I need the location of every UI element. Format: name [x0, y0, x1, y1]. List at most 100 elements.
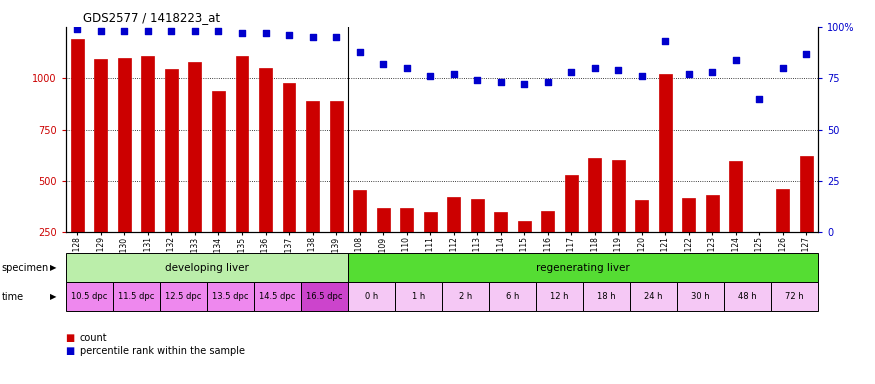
Text: 0 h: 0 h: [365, 292, 378, 301]
Point: [376, 61, 390, 67]
Bar: [330, 101, 342, 284]
Text: ▶: ▶: [50, 263, 56, 272]
Bar: [730, 161, 742, 284]
Bar: [752, 237, 766, 284]
Text: count: count: [80, 333, 108, 343]
Point: [729, 57, 743, 63]
Bar: [706, 195, 718, 284]
Bar: [66, 282, 113, 311]
Point: [258, 30, 272, 36]
Bar: [206, 282, 254, 311]
Point: [400, 65, 414, 71]
Bar: [66, 253, 348, 282]
Point: [470, 77, 484, 83]
Point: [800, 51, 814, 57]
Text: 12 h: 12 h: [550, 292, 569, 301]
Bar: [165, 69, 178, 284]
Bar: [588, 158, 601, 284]
Point: [493, 79, 507, 85]
Text: 1 h: 1 h: [412, 292, 425, 301]
Text: ■: ■: [66, 346, 75, 356]
Point: [517, 81, 531, 88]
Bar: [447, 197, 460, 284]
Text: percentile rank within the sample: percentile rank within the sample: [80, 346, 245, 356]
Text: ▶: ▶: [50, 292, 56, 301]
Bar: [301, 282, 348, 311]
Text: 11.5 dpc: 11.5 dpc: [118, 292, 154, 301]
Bar: [771, 282, 818, 311]
Text: time: time: [2, 291, 24, 302]
Bar: [142, 56, 154, 284]
Bar: [400, 208, 413, 284]
Point: [541, 79, 555, 85]
Point: [564, 69, 578, 75]
Text: 10.5 dpc: 10.5 dpc: [71, 292, 108, 301]
Bar: [489, 282, 536, 311]
Bar: [395, 282, 442, 311]
Bar: [254, 282, 301, 311]
Text: 30 h: 30 h: [691, 292, 710, 301]
Text: specimen: specimen: [2, 263, 49, 273]
Bar: [442, 282, 489, 311]
Point: [188, 28, 202, 34]
Bar: [659, 74, 672, 284]
Text: 2 h: 2 h: [458, 292, 472, 301]
Text: developing liver: developing liver: [164, 263, 248, 273]
Point: [776, 65, 790, 71]
Point: [329, 34, 343, 40]
Bar: [677, 282, 724, 311]
Bar: [518, 221, 530, 284]
Bar: [160, 282, 206, 311]
Bar: [113, 282, 160, 311]
Point: [588, 65, 602, 71]
Point: [117, 28, 131, 34]
Text: 6 h: 6 h: [506, 292, 519, 301]
Point: [94, 28, 108, 34]
Bar: [283, 83, 296, 284]
Bar: [306, 101, 319, 284]
Bar: [682, 199, 696, 284]
Text: 14.5 dpc: 14.5 dpc: [259, 292, 296, 301]
Text: 13.5 dpc: 13.5 dpc: [212, 292, 248, 301]
Text: 16.5 dpc: 16.5 dpc: [306, 292, 342, 301]
Text: ■: ■: [66, 333, 75, 343]
Bar: [630, 282, 677, 311]
Bar: [564, 175, 578, 284]
Point: [70, 26, 84, 32]
Point: [305, 34, 319, 40]
Bar: [635, 200, 648, 284]
Bar: [94, 59, 108, 284]
Bar: [776, 189, 789, 284]
Text: 12.5 dpc: 12.5 dpc: [165, 292, 201, 301]
Point: [658, 38, 672, 44]
Bar: [424, 212, 437, 284]
Text: 18 h: 18 h: [597, 292, 616, 301]
Point: [353, 48, 367, 55]
Point: [424, 73, 438, 79]
Bar: [724, 282, 771, 311]
Bar: [212, 91, 225, 284]
Text: 72 h: 72 h: [785, 292, 804, 301]
Point: [612, 67, 626, 73]
Bar: [800, 156, 813, 284]
Point: [141, 28, 155, 34]
Text: 24 h: 24 h: [644, 292, 662, 301]
Bar: [188, 62, 201, 284]
Text: 48 h: 48 h: [738, 292, 757, 301]
Point: [164, 28, 178, 34]
Bar: [471, 199, 484, 284]
Bar: [494, 212, 507, 284]
Point: [212, 28, 226, 34]
Bar: [71, 39, 84, 284]
Bar: [235, 56, 248, 284]
Bar: [542, 211, 554, 284]
Point: [282, 32, 296, 38]
Bar: [583, 282, 630, 311]
Bar: [354, 190, 366, 284]
Point: [705, 69, 719, 75]
Bar: [376, 208, 389, 284]
Bar: [259, 68, 272, 284]
Bar: [118, 58, 131, 284]
Text: GDS2577 / 1418223_at: GDS2577 / 1418223_at: [83, 12, 220, 25]
Point: [682, 71, 696, 77]
